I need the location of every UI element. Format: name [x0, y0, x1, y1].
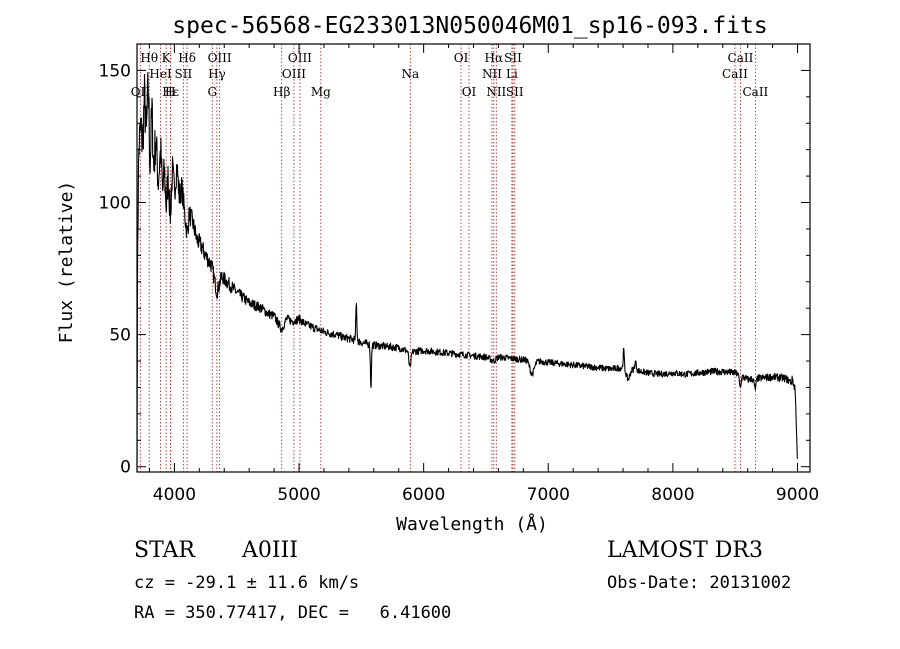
spectral-line-label: K — [162, 51, 172, 65]
spectral-line-label: OIII — [288, 51, 312, 65]
y-axis-label: Flux (relative) — [56, 181, 77, 344]
spectral-line-label: CaII — [742, 85, 768, 99]
spectrum-line — [136, 72, 798, 473]
x-tick-label: 7000 — [527, 485, 570, 505]
spectral-line-label: Hθ — [140, 51, 158, 65]
spectral-line-label: Li — [506, 67, 518, 81]
spectral-line-label: Mg — [311, 85, 331, 99]
spectral-line-label: SII — [175, 67, 193, 81]
y-tick-label: 100 — [99, 194, 131, 214]
plot-frame — [136, 43, 811, 473]
spectral-line-label: Hγ — [208, 67, 226, 81]
spectral-line-label: H — [165, 85, 175, 99]
y-tick-label: 0 — [120, 458, 131, 478]
object-class: STAR — [134, 538, 195, 563]
y-axis-ticks: 0 50 100 150 — [99, 61, 810, 478]
spectral-line-label: OIII — [208, 51, 232, 65]
spectral-line-label: SII — [506, 85, 524, 99]
spectral-line-label: Hδ — [178, 51, 196, 65]
spectral-line-label: OIII — [282, 67, 306, 81]
x-tick-label: 9000 — [776, 485, 819, 505]
spectral-line-label: OI — [462, 85, 477, 99]
spectral-line-label: NII — [482, 67, 502, 81]
x-axis-label: Wavelength (Å) — [396, 513, 548, 535]
spectral-line-label: Hβ — [273, 85, 290, 99]
y-tick-label: 150 — [99, 61, 131, 81]
spectral-line-label: CaII — [728, 51, 754, 65]
object-subclass: A0III — [242, 538, 298, 563]
spectral-line-label: SII — [504, 51, 522, 65]
spectral-line-label: OI — [454, 51, 469, 65]
x-tick-label: 8000 — [651, 485, 694, 505]
spectral-line-label: Hα — [485, 51, 504, 65]
x-tick-label: 5000 — [277, 485, 320, 505]
y-tick-label: 50 — [109, 326, 131, 346]
coordinates-readout: RA = 350.77417, DEC = 6.41600 — [134, 603, 452, 623]
spectral-line-label: CaII — [722, 67, 748, 81]
chart-title: spec-56568-EG233013N050046M01_sp16-093.f… — [172, 13, 767, 39]
x-axis-ticks: 4000 5000 6000 7000 8000 9000 — [148, 44, 819, 505]
velocity-readout: cz = -29.1 ± 11.6 km/s — [134, 573, 360, 593]
x-tick-label: 6000 — [402, 485, 445, 505]
x-tick-label: 4000 — [153, 485, 196, 505]
spectral-line-label: G — [207, 85, 217, 99]
spectral-line-label: Hε — [162, 85, 179, 99]
survey-name: LAMOST DR3 — [607, 538, 763, 563]
spectral-line-label: Na — [401, 67, 419, 81]
spectral-line-markers — [139, 44, 756, 472]
spectral-line-label: NII — [486, 85, 506, 99]
spectral-line-label: HeI — [149, 67, 172, 81]
observation-date: Obs-Date: 20131002 — [607, 573, 792, 593]
